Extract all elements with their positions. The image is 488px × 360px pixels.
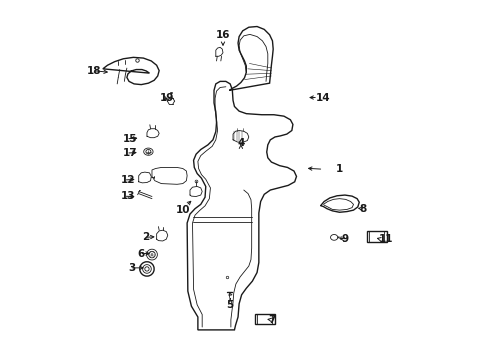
Text: 13: 13 (121, 191, 135, 201)
Text: 9: 9 (341, 234, 348, 244)
Polygon shape (187, 81, 296, 330)
Polygon shape (102, 57, 159, 85)
Text: 2: 2 (142, 232, 149, 242)
Bar (255, 314, 274, 324)
Polygon shape (152, 167, 187, 184)
Text: 19: 19 (160, 93, 174, 103)
Polygon shape (320, 195, 359, 212)
Text: 6: 6 (137, 248, 144, 258)
Text: 16: 16 (215, 30, 230, 40)
Text: 1: 1 (335, 164, 343, 174)
Text: 8: 8 (359, 204, 366, 214)
Text: 5: 5 (226, 300, 233, 310)
Text: 14: 14 (316, 93, 330, 103)
Text: 15: 15 (122, 134, 137, 144)
Text: 17: 17 (122, 148, 137, 158)
Text: 7: 7 (267, 315, 275, 325)
Text: 11: 11 (378, 234, 393, 244)
Text: 18: 18 (86, 66, 101, 76)
Text: 3: 3 (128, 263, 135, 273)
Text: 10: 10 (176, 205, 190, 215)
Text: 12: 12 (121, 175, 135, 185)
Bar (366, 231, 386, 242)
Text: 4: 4 (237, 138, 244, 148)
Polygon shape (229, 27, 273, 90)
